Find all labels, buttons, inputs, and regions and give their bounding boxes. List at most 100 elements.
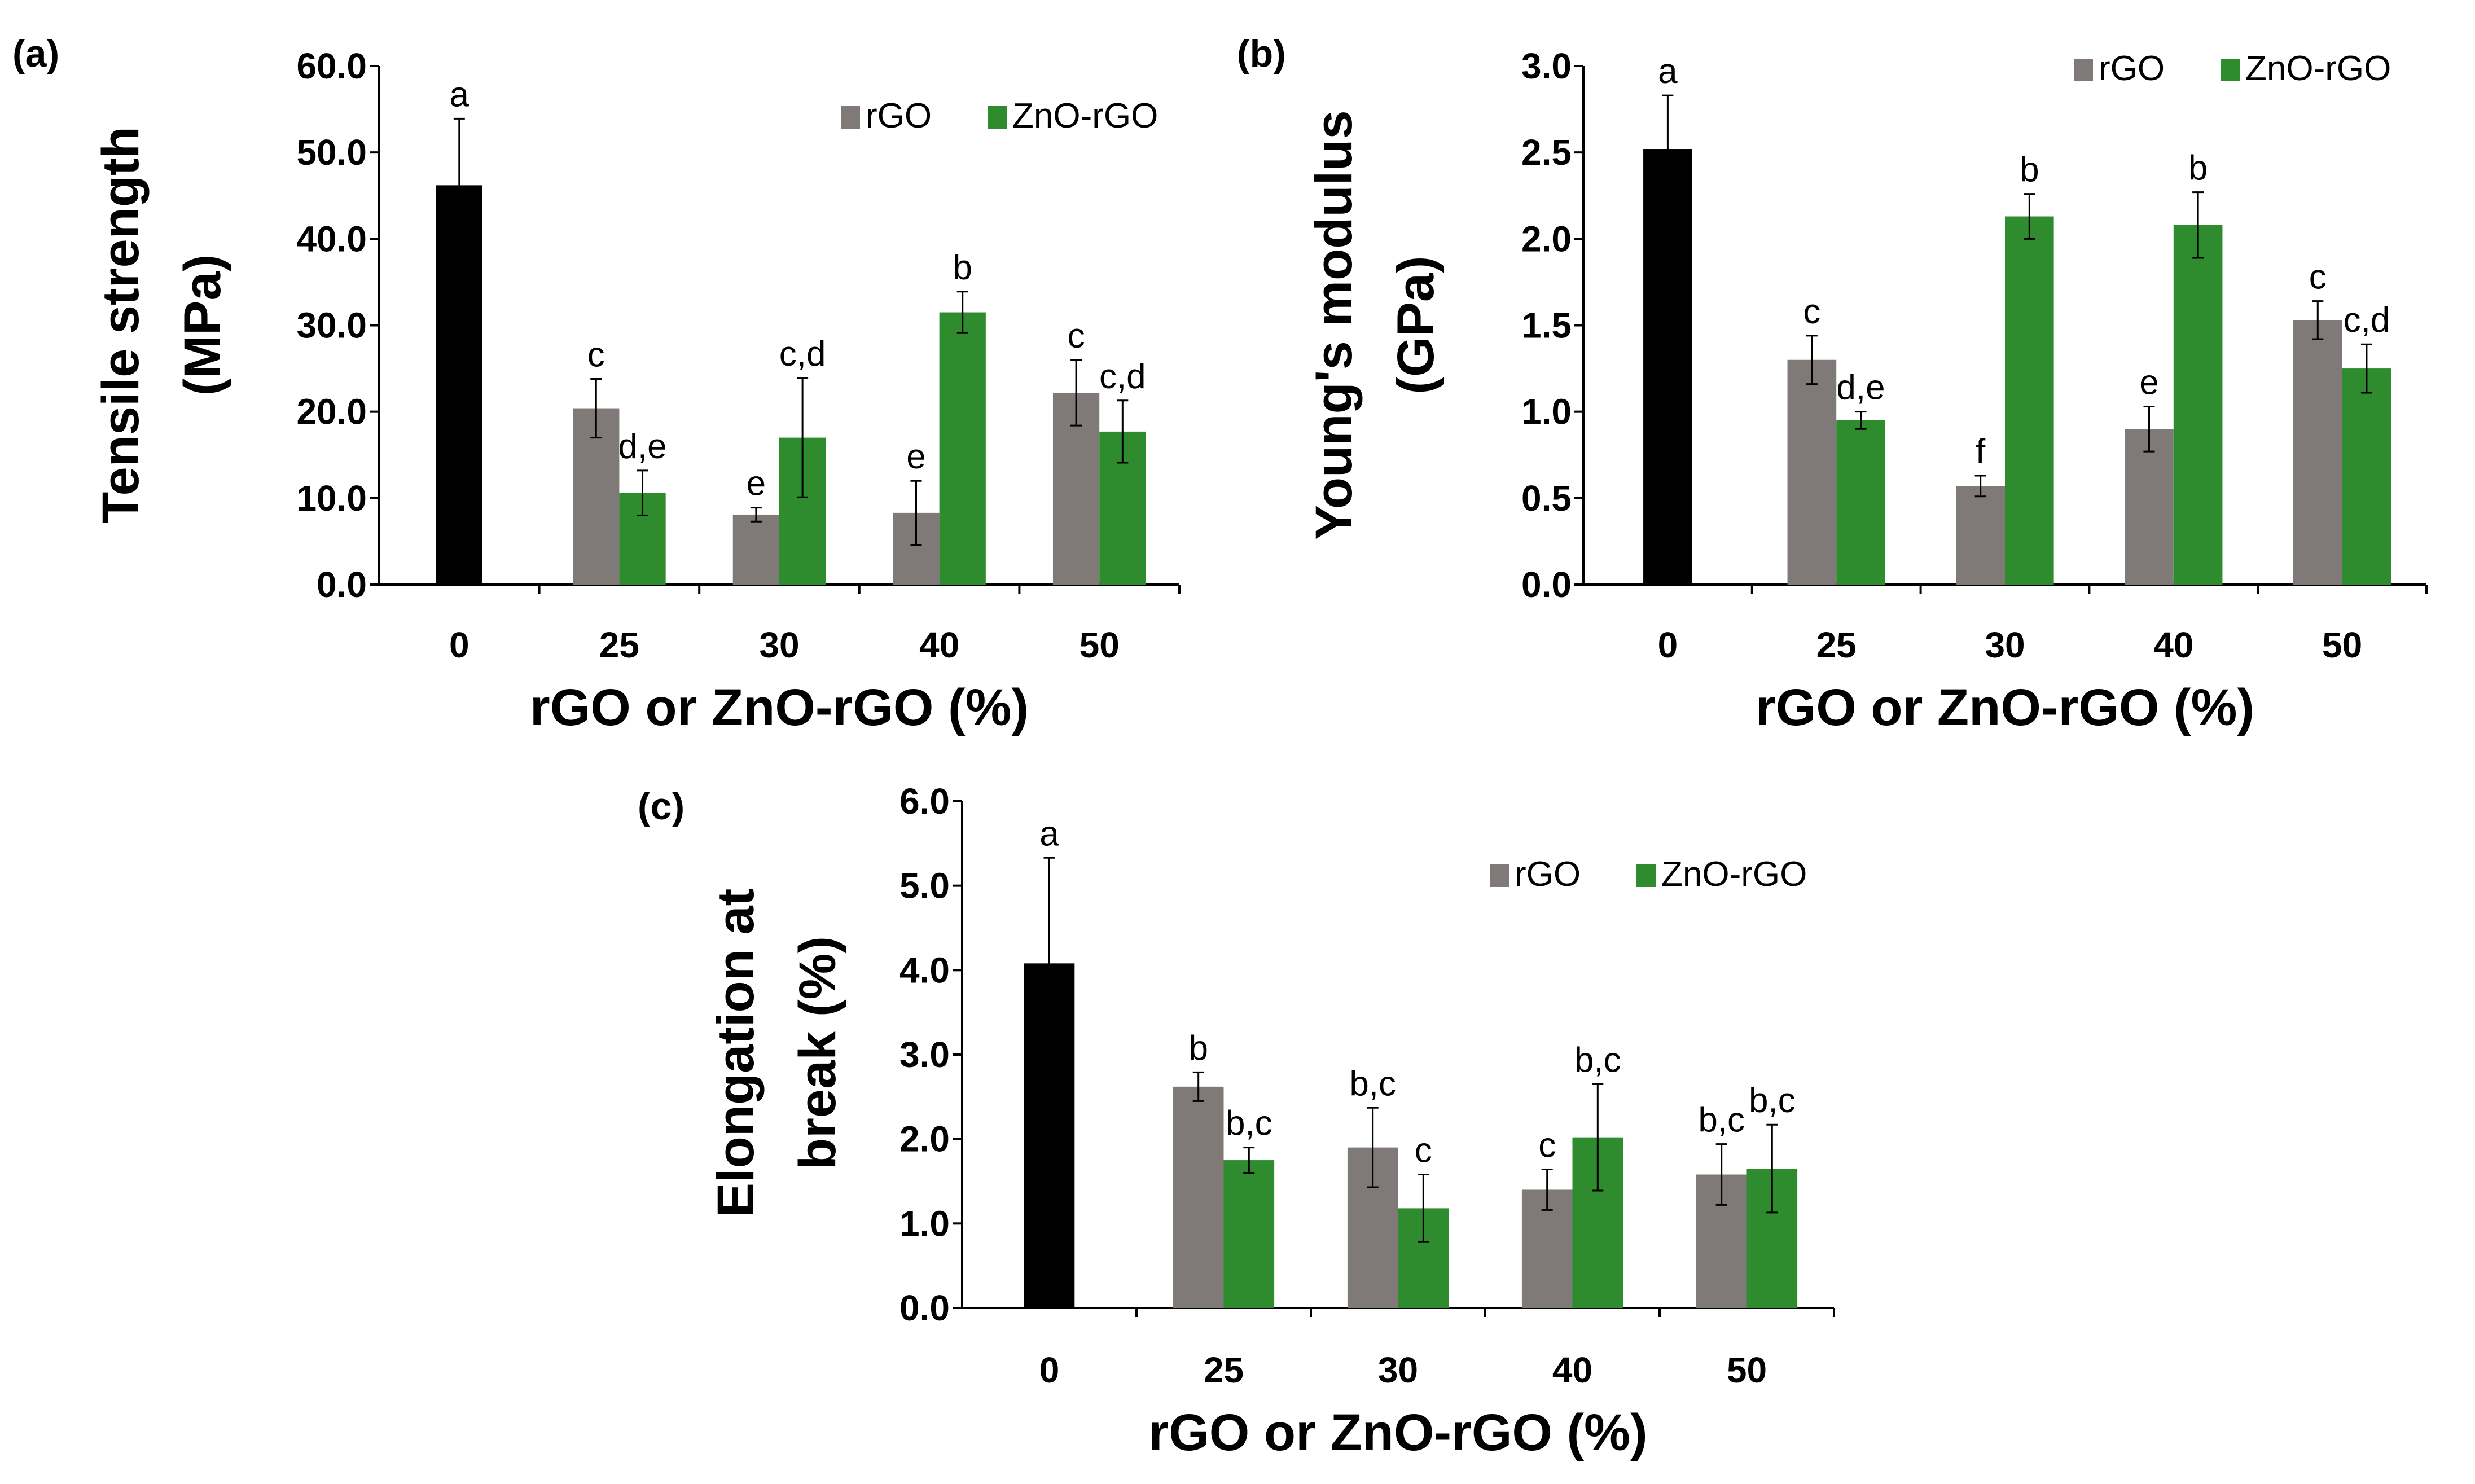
x-tick-label: 30 [1378, 1350, 1418, 1390]
significance-label: a [1039, 814, 1059, 853]
y-axis-title: Young's modulus [1305, 110, 1363, 539]
y-tick-label: 2.0 [1521, 218, 1572, 259]
significance-label: c [2309, 258, 2327, 297]
y-axis-title: break (%) [789, 936, 846, 1170]
significance-label: d,e [618, 427, 666, 466]
x-tick-label: 30 [759, 625, 799, 665]
bar-control-0 [1643, 149, 1692, 585]
panel-label: (a) [12, 32, 59, 75]
chart-panel-a: (a) 0.0 10.0 20.0 30.0 40.0 50.0 60.0 0 25 30 40 50 a… [12, 32, 1181, 736]
bar-rgo-50 [2293, 320, 2342, 585]
significance-label: c [1538, 1126, 1556, 1165]
x-tick-label: 50 [1079, 625, 1120, 665]
legend-swatch-zno-rgo [1636, 864, 1656, 887]
significance-label: c,d [779, 335, 826, 374]
y-tick-label: 1.5 [1521, 305, 1572, 346]
significance-label: d,e [1836, 368, 1885, 407]
significance-label: b [2020, 151, 2039, 190]
y-tick-label: 0.5 [1521, 478, 1572, 519]
x-tick-label: 50 [1727, 1350, 1767, 1390]
significance-label: b,c [1574, 1040, 1621, 1079]
significance-label: b [953, 248, 972, 287]
significance-label: a [450, 75, 469, 114]
y-tick-label: 2.5 [1521, 132, 1572, 173]
bar-rgo-30 [732, 514, 779, 585]
x-tick-label: 25 [1816, 625, 1857, 665]
y-tick-label: 0.0 [899, 1288, 950, 1328]
panel-label: (b) [1237, 32, 1286, 75]
significance-label: b,c [1749, 1081, 1796, 1120]
significance-label: f [1976, 432, 1986, 471]
legend-label: rGO [1515, 855, 1581, 894]
significance-label: c [1415, 1131, 1432, 1170]
y-tick-label: 20.0 [296, 392, 367, 432]
bar-zno-rgo-40 [939, 312, 986, 585]
bar-rgo-30 [1956, 486, 2005, 585]
significance-label: c [1803, 292, 1820, 331]
x-tick-label: 40 [2153, 625, 2193, 665]
y-tick-label: 40.0 [296, 218, 367, 259]
x-tick-label: 0 [449, 625, 469, 665]
chart-panel-b: (b) 0.0 0.5 1.0 1.5 2.0 2.5 3.0 0 25 30 40 50 a c d,e f b… [1237, 32, 2428, 736]
y-tick-label: 50.0 [296, 132, 367, 173]
significance-label: c [1068, 317, 1085, 355]
x-tick-label: 0 [1658, 625, 1678, 665]
legend-swatch-rgo [2074, 59, 2093, 81]
legend-label: ZnO-rGO [2245, 49, 2391, 88]
legend-swatch-zno-rgo [2221, 59, 2240, 81]
y-axis-title: (MPa) [174, 254, 231, 396]
legend-label: rGO [2099, 49, 2165, 88]
x-tick-label: 30 [1985, 625, 2025, 665]
bar-zno-rgo-25 [1223, 1160, 1275, 1308]
y-tick-label: 0.0 [1521, 564, 1572, 605]
significance-label: e [2139, 363, 2158, 402]
x-tick-label: 40 [1552, 1350, 1592, 1390]
significance-label: e [747, 464, 766, 503]
significance-label: a [1658, 52, 1678, 91]
y-tick-label: 5.0 [899, 866, 950, 906]
y-tick-label: 60.0 [296, 46, 367, 86]
legend-swatch-rgo [841, 106, 860, 129]
panel-label: (c) [638, 785, 684, 828]
bar-rgo-40 [2125, 429, 2174, 585]
legend-swatch-zno-rgo [988, 106, 1007, 129]
legend-label: ZnO-rGO [1012, 96, 1158, 135]
legend-swatch-rgo [1490, 864, 1509, 887]
legend-label: ZnO-rGO [1661, 855, 1807, 894]
significance-label: b [2188, 149, 2208, 188]
x-tick-label: 40 [919, 625, 959, 665]
significance-label: c,d [1099, 357, 1146, 396]
legend-label: rGO [866, 96, 932, 135]
y-tick-label: 4.0 [899, 950, 950, 990]
x-axis-title: rGO or ZnO-rGO (%) [1756, 679, 2254, 736]
x-tick-label: 25 [599, 625, 639, 665]
y-tick-label: 2.0 [899, 1119, 950, 1160]
y-tick-label: 1.0 [1521, 392, 1572, 432]
y-tick-label: 3.0 [899, 1034, 950, 1075]
y-tick-label: 0.0 [317, 564, 367, 605]
chart-panel-c: (c) 0.0 1.0 2.0 3.0 4.0 5.0 6.0 0 25 30 40 50 a b b,c b,… [638, 781, 1835, 1461]
bar-zno-rgo-30 [2005, 216, 2054, 585]
significance-label: b,c [1349, 1064, 1396, 1103]
y-tick-label: 30.0 [296, 305, 367, 346]
significance-label: b,c [1226, 1104, 1272, 1143]
y-tick-label: 10.0 [296, 478, 367, 519]
x-tick-label: 50 [2322, 625, 2362, 665]
y-axis-title: Tensile strength [92, 126, 150, 524]
significance-label: e [906, 437, 925, 476]
x-tick-label: 0 [1039, 1350, 1060, 1390]
x-axis-title: rGO or ZnO-rGO (%) [530, 679, 1029, 736]
bar-zno-rgo-40 [2173, 225, 2223, 585]
y-tick-label: 3.0 [1521, 46, 1572, 86]
bar-zno-rgo-50 [2342, 368, 2391, 585]
y-axis-title: (GPa) [1387, 256, 1445, 394]
x-tick-label: 25 [1204, 1350, 1244, 1390]
y-tick-label: 1.0 [899, 1203, 950, 1244]
y-axis-title: Elongation at [707, 889, 765, 1218]
significance-label: b [1188, 1029, 1208, 1068]
y-tick-label: 6.0 [899, 781, 950, 822]
bar-rgo-25 [1173, 1086, 1224, 1308]
x-axis-title: rGO or ZnO-rGO (%) [1148, 1404, 1647, 1461]
significance-label: c,d [2344, 301, 2390, 340]
